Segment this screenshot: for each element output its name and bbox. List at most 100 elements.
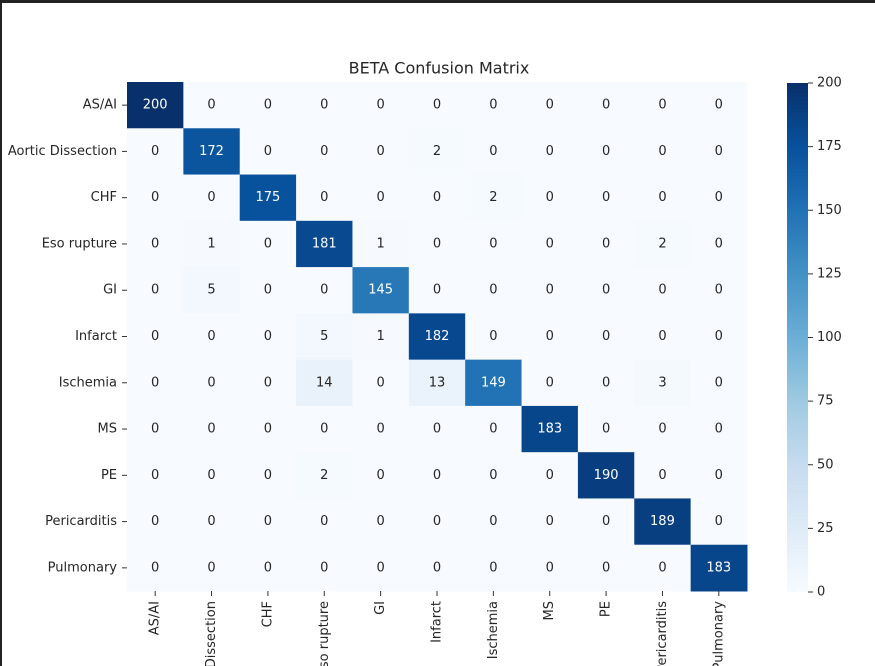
cell: [239, 267, 297, 314]
cell-label: 0: [489, 514, 497, 529]
x-tick-label: MS: [542, 601, 557, 620]
cell-label: 0: [658, 329, 666, 344]
cell: [521, 452, 579, 499]
cell-label: 0: [433, 514, 441, 529]
cell: [521, 267, 579, 314]
cell: [296, 174, 353, 222]
cell-label: 0: [433, 98, 441, 113]
x-tick-label: Ischemia: [486, 601, 501, 659]
cell-label: 0: [546, 98, 554, 113]
colorbar-tick-label: 50: [817, 457, 834, 472]
colorbar-tick-label: 200: [817, 76, 842, 91]
cell-label: 0: [489, 236, 497, 251]
cell: [408, 82, 466, 129]
cell: [352, 174, 410, 222]
cell: [465, 498, 523, 546]
cell: [577, 267, 635, 314]
cell-label: 0: [715, 190, 723, 205]
cell: [521, 544, 579, 592]
cell: [239, 452, 297, 499]
cell: [577, 405, 635, 453]
cell: [239, 544, 297, 592]
x-tick-label: Aortic Dissection: [204, 601, 219, 666]
cell-label: 0: [658, 144, 666, 159]
cell-label: 0: [151, 514, 159, 529]
cell-label: 0: [151, 422, 159, 437]
cell: [239, 498, 297, 546]
cell-label: 0: [433, 560, 441, 575]
cell-label: 0: [658, 190, 666, 205]
cell-label: 0: [151, 236, 159, 251]
cell-label: 0: [151, 468, 159, 483]
colorbar-tick-label: 125: [817, 266, 842, 281]
cell: [465, 267, 523, 314]
cell-label: 0: [320, 98, 328, 113]
cell: [634, 544, 692, 592]
cell: [296, 267, 353, 314]
cell: [183, 498, 241, 546]
cell-label: 0: [207, 514, 215, 529]
cell-label: 0: [320, 144, 328, 159]
cell-label: 0: [546, 283, 554, 298]
cell-label: 0: [715, 144, 723, 159]
cell-label: 0: [602, 144, 610, 159]
cell-label: 0: [715, 514, 723, 529]
cell-label: 2: [433, 144, 441, 159]
cell: [183, 313, 241, 361]
cell: [465, 452, 523, 499]
cell: [183, 359, 241, 407]
cell-label: 0: [320, 190, 328, 205]
cell: [408, 313, 466, 361]
colorbar-tick-label: 0: [817, 585, 825, 600]
cell-label: 0: [151, 283, 159, 298]
cell: [521, 82, 579, 129]
cell: [690, 544, 748, 592]
cell-label: 182: [425, 329, 450, 344]
cell: [183, 220, 241, 268]
cell-label: 0: [489, 98, 497, 113]
cell-label: 0: [602, 375, 610, 390]
cell: [296, 359, 353, 407]
cell-label: 0: [658, 98, 666, 113]
cell-label: 0: [602, 514, 610, 529]
cell: [634, 174, 692, 222]
cell: [127, 498, 184, 546]
cell: [352, 313, 410, 361]
cell: [239, 82, 297, 129]
cell: [183, 174, 241, 222]
x-tick-label: Infarct: [430, 601, 445, 643]
cell-label: 0: [658, 422, 666, 437]
cell: [239, 313, 297, 361]
cell-label: 0: [546, 190, 554, 205]
x-tick-label: PE: [599, 601, 614, 617]
cell-label: 0: [320, 560, 328, 575]
cell-label: 181: [312, 236, 337, 251]
cell-label: 0: [376, 468, 384, 483]
cell: [521, 405, 579, 453]
cell: [690, 128, 748, 176]
cell: [465, 359, 523, 407]
cell-label: 0: [376, 375, 384, 390]
cell: [577, 498, 635, 546]
cell: [690, 452, 748, 499]
cell-label: 0: [264, 560, 272, 575]
y-tick-label: GI: [103, 283, 117, 298]
cell-label: 2: [658, 236, 666, 251]
colorbar-tick-label: 100: [817, 330, 842, 345]
cell: [127, 452, 184, 499]
y-tick-label: Ischemia: [59, 375, 117, 390]
cell: [465, 82, 523, 129]
cell: [577, 544, 635, 592]
cell: [183, 405, 241, 453]
cell-label: 0: [376, 422, 384, 437]
cell-label: 0: [151, 144, 159, 159]
cell: [296, 82, 353, 129]
cell: [634, 313, 692, 361]
cell-label: 0: [264, 422, 272, 437]
cell-label: 0: [264, 144, 272, 159]
cell-label: 0: [546, 468, 554, 483]
cell: [634, 452, 692, 499]
cell-label: 0: [602, 283, 610, 298]
x-tick-label: Pulmonary: [711, 601, 726, 666]
cell-label: 0: [546, 329, 554, 344]
